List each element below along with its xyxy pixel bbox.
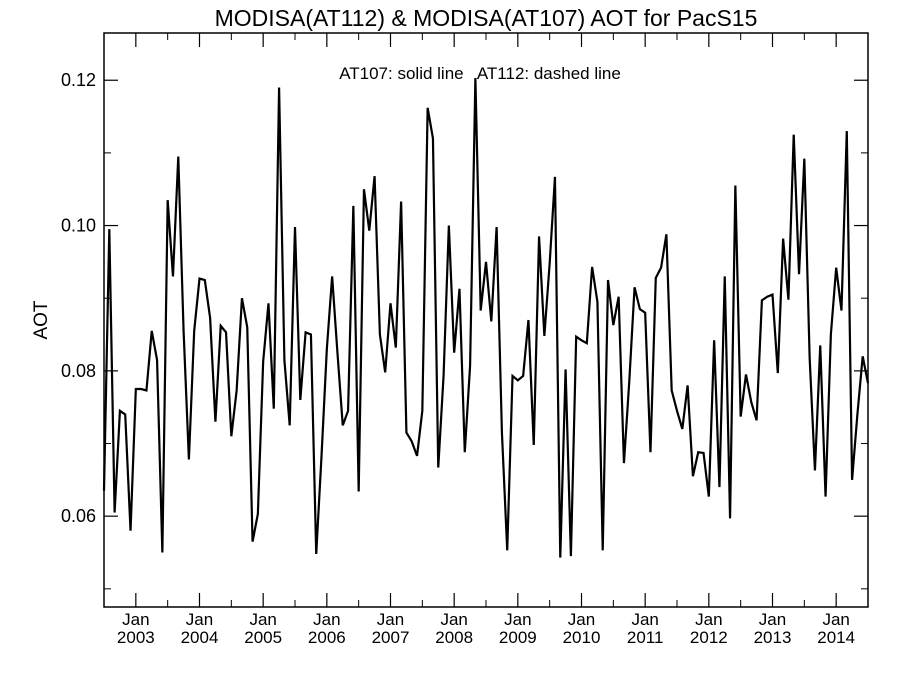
x-axis: Jan2003Jan2004Jan2005Jan2006Jan2007Jan20…: [117, 33, 855, 647]
x-tick-year-label: 2010: [563, 628, 601, 647]
y-axis: 0.06 0.08 0.10 0.12: [61, 70, 868, 590]
y-tick-label: 0.06: [61, 506, 96, 526]
x-tick-month-label: Jan: [122, 610, 149, 629]
x-tick-year-label: 2012: [690, 628, 728, 647]
x-tick-year-label: 2005: [244, 628, 282, 647]
x-tick-year-label: 2008: [435, 628, 473, 647]
x-tick-month-label: Jan: [695, 610, 722, 629]
plot-frame: [103, 32, 869, 608]
x-tick-year-label: 2009: [499, 628, 537, 647]
legend-annotation: AT107: solid line AT112: dashed line: [339, 64, 621, 83]
x-tick-month-label: Jan: [759, 610, 786, 629]
x-tick-month-label: Jan: [822, 610, 849, 629]
series-layer: [102, 78, 870, 558]
x-tick-month-label: Jan: [249, 610, 276, 629]
x-tick-month-label: Jan: [504, 610, 531, 629]
x-tick-year-label: 2003: [117, 628, 155, 647]
chart-title: MODISA(AT112) & MODISA(AT107) AOT for Pa…: [215, 5, 758, 31]
x-tick-year-label: 2013: [754, 628, 792, 647]
x-tick-month-label: Jan: [377, 610, 404, 629]
y-tick-label: 0.08: [61, 361, 96, 381]
x-tick-month-label: Jan: [313, 610, 340, 629]
x-tick-year-label: 2006: [308, 628, 346, 647]
x-tick-month-label: Jan: [568, 610, 595, 629]
x-tick-month-label: Jan: [186, 610, 213, 629]
y-tick-label: 0.12: [61, 70, 96, 90]
x-tick-year-label: 2011: [627, 628, 664, 647]
y-tick-label: 0.10: [61, 216, 96, 236]
y-axis-label: AOT: [31, 300, 52, 339]
x-tick-year-label: 2014: [817, 628, 855, 647]
series-line-0: [102, 78, 870, 558]
x-tick-month-label: Jan: [440, 610, 467, 629]
x-tick-year-label: 2007: [372, 628, 410, 647]
x-tick-year-label: 2004: [181, 628, 219, 647]
x-tick-month-label: Jan: [631, 610, 658, 629]
